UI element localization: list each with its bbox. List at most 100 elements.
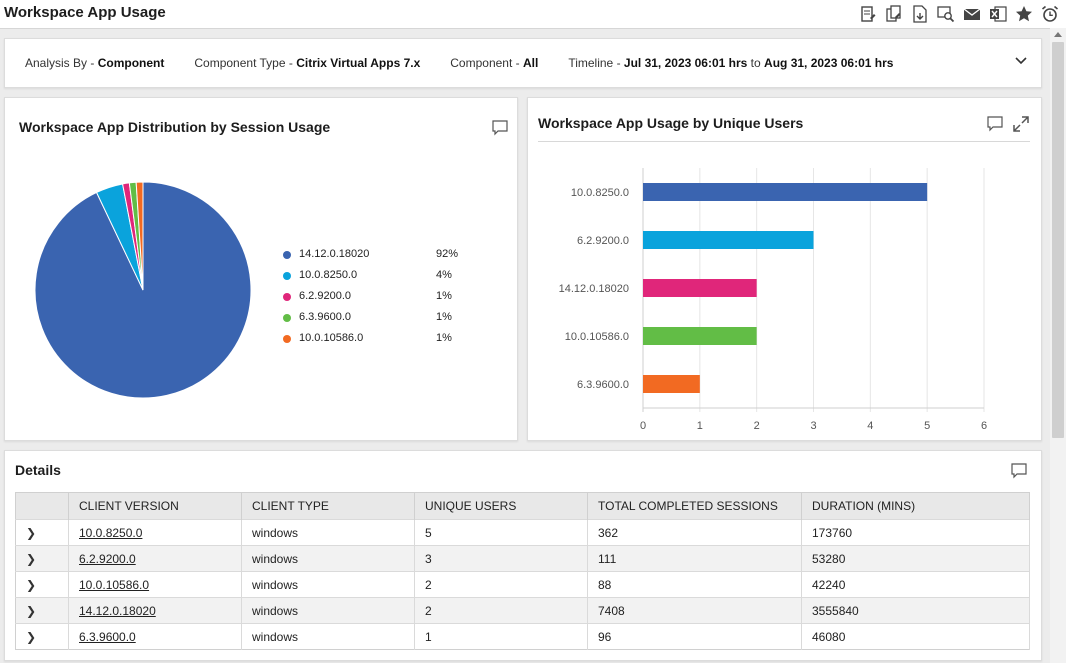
legend-value: 4% [436,269,452,281]
client-version-link[interactable]: 6.3.9600.0 [79,629,136,644]
legend-label: 6.2.9200.0 [299,290,351,302]
legend-marker [283,335,291,343]
legend-label: 14.12.0.18020 [299,248,370,260]
duration-cell: 173760 [801,519,1030,546]
table-row: ❯ 6.3.9600.0 windows 1 96 46080 [15,623,1030,650]
column-header-total-completed-sessions[interactable]: TOTAL COMPLETED SESSIONS [587,492,802,520]
chevron-right-icon[interactable]: ❯ [26,551,37,566]
bar-10.0.8250.0[interactable] [643,183,928,201]
bar-6.2.9200.0[interactable] [643,231,814,249]
bar-10.0.10586.0[interactable] [643,327,757,345]
chevron-right-icon[interactable]: ❯ [26,525,37,540]
legend-marker [283,272,291,280]
excel-export-icon[interactable] [988,4,1008,24]
legend-value: 1% [436,290,452,302]
page-scrollbar[interactable] [1050,28,1066,663]
bar-6.3.9600.0[interactable] [643,375,700,393]
pie-panel-title: Workspace App Distribution by Session Us… [19,119,331,135]
client-version-link[interactable]: 14.12.0.18020 [79,603,156,618]
legend-item[interactable]: 10.0.10586.0 1% [283,332,463,353]
client-version-link[interactable]: 10.0.10586.0 [79,577,150,592]
client-version-link[interactable]: 10.0.8250.0 [79,525,143,540]
client-type-cell: windows [241,545,415,572]
pie-chart [34,181,252,399]
comment-icon[interactable] [1010,462,1028,480]
legend-value: 92% [436,248,459,260]
toolbar-icons [858,4,1060,24]
column-header-unique-users[interactable]: UNIQUE USERS [414,492,588,520]
scrollbar-thumb[interactable] [1052,42,1064,438]
duration-cell: 53280 [801,545,1030,572]
legend-label: 10.0.8250.0 [299,269,358,281]
legend-value: 1% [436,311,452,323]
bar-panel-divider [538,141,1030,142]
scroll-up-arrow-icon[interactable] [1054,32,1062,37]
sessions-cell: 88 [587,571,802,598]
legend-item[interactable]: 6.3.9600.0 1% [283,311,463,332]
sessions-cell: 362 [587,519,802,546]
x-tick-label: 6 [981,420,987,432]
legend-item[interactable]: 10.0.8250.0 4% [283,269,463,290]
column-header-client-version[interactable]: CLIENT VERSION [68,492,242,520]
duration-cell: 42240 [801,571,1030,598]
bar-14.12.0.18020[interactable] [643,279,757,297]
pie-slice-10.0.10586.0[interactable] [135,181,144,291]
legend-value: 1% [436,332,452,344]
favorite-star-icon[interactable] [1014,4,1034,24]
y-category-label: 6.2.9200.0 [577,235,629,247]
client-version-link[interactable]: 6.2.9200.0 [79,551,136,566]
filter-timeline: Timeline - Jul 31, 2023 06:01 hrs to Aug… [568,56,894,70]
x-tick-label: 3 [810,420,816,432]
column-header-expander [15,492,69,520]
bar-panel-title: Workspace App Usage by Unique Users [538,115,804,131]
sessions-cell: 7408 [587,597,802,624]
pdf-export-icon[interactable] [910,4,930,24]
details-panel: Details CLIENT VERSION CLIENT TYPE UNIQU… [4,450,1042,661]
bar-chart-panel: Workspace App Usage by Unique Users 0 1 2 3… [527,97,1042,441]
y-category-label: 10.0.10586.0 [565,331,629,343]
unique-users-cell: 1 [414,623,588,650]
unique-users-cell: 5 [414,519,588,546]
legend-item[interactable]: 14.12.0.18020 92% [283,248,463,269]
table-row: ❯ 14.12.0.18020 windows 2 7408 3555840 [15,597,1030,624]
column-header-duration[interactable]: DURATION (MINS) [801,492,1030,520]
top-bar: Workspace App Usage [0,0,1066,29]
chevron-right-icon[interactable]: ❯ [26,577,37,592]
chevron-right-icon[interactable]: ❯ [26,629,37,644]
y-category-label: 14.12.0.18020 [559,283,629,295]
maximize-icon[interactable] [1012,115,1030,133]
column-header-client-type[interactable]: CLIENT TYPE [241,492,415,520]
pie-legend: 14.12.0.18020 92% 10.0.8250.0 4% 6.2.9200.0 1… [283,248,463,353]
copy-report-icon[interactable] [884,4,904,24]
table-header-row: CLIENT VERSION CLIENT TYPE UNIQUE USERS … [15,492,1030,520]
pie-chart-panel: Workspace App Distribution by Session Us… [4,97,518,441]
client-type-cell: windows [241,597,415,624]
unique-users-cell: 3 [414,545,588,572]
legend-marker [283,293,291,301]
chevron-down-icon[interactable] [1013,53,1029,69]
x-tick-label: 1 [697,420,703,432]
details-title: Details [15,462,61,478]
report-icon[interactable] [858,4,878,24]
search-preview-icon[interactable] [936,4,956,24]
chevron-right-icon[interactable]: ❯ [26,603,37,618]
legend-label: 6.3.9600.0 [299,311,351,323]
client-type-cell: windows [241,623,415,650]
legend-marker [283,251,291,259]
unique-users-cell: 2 [414,571,588,598]
comment-icon[interactable] [986,115,1004,133]
comment-icon[interactable] [491,119,509,137]
x-tick-label: 4 [867,420,873,432]
legend-item[interactable]: 6.2.9200.0 1% [283,290,463,311]
x-tick-label: 5 [924,420,930,432]
filter-analysis-by: Analysis By - Component [25,56,165,70]
email-icon[interactable] [962,4,982,24]
filter-component-type: Component Type - Citrix Virtual Apps 7.x [194,56,421,70]
duration-cell: 3555840 [801,597,1030,624]
table-row: ❯ 10.0.8250.0 windows 5 362 173760 [15,519,1030,546]
legend-label: 10.0.10586.0 [299,332,364,344]
alarm-icon[interactable] [1040,4,1060,24]
x-tick-label: 2 [754,420,760,432]
y-category-label: 6.3.9600.0 [577,379,629,391]
legend-marker [283,314,291,322]
